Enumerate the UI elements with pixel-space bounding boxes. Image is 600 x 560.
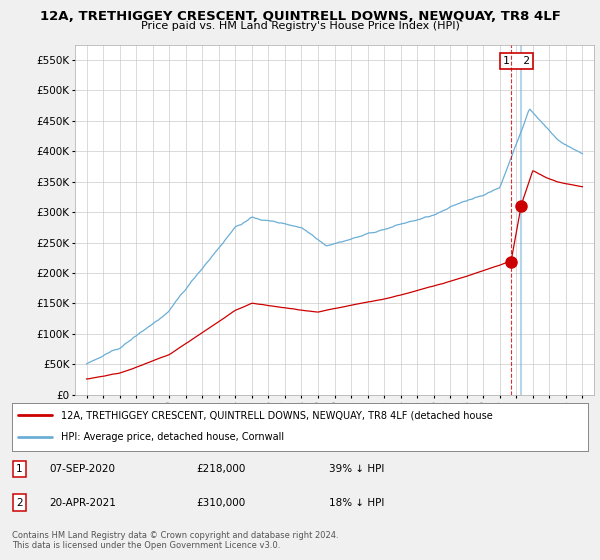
Text: 12A, TRETHIGGEY CRESCENT, QUINTRELL DOWNS, NEWQUAY, TR8 4LF: 12A, TRETHIGGEY CRESCENT, QUINTRELL DOWN… — [40, 10, 560, 22]
Text: 1: 1 — [16, 464, 23, 474]
Text: 07-SEP-2020: 07-SEP-2020 — [49, 464, 115, 474]
Text: 18% ↓ HPI: 18% ↓ HPI — [329, 498, 384, 507]
Text: 20-APR-2021: 20-APR-2021 — [49, 498, 116, 507]
Text: Price paid vs. HM Land Registry's House Price Index (HPI): Price paid vs. HM Land Registry's House … — [140, 21, 460, 31]
Text: 12A, TRETHIGGEY CRESCENT, QUINTRELL DOWNS, NEWQUAY, TR8 4LF (detached house: 12A, TRETHIGGEY CRESCENT, QUINTRELL DOWN… — [61, 410, 493, 420]
Text: £310,000: £310,000 — [196, 498, 245, 507]
Text: Contains HM Land Registry data © Crown copyright and database right 2024.
This d: Contains HM Land Registry data © Crown c… — [12, 531, 338, 550]
Text: 39% ↓ HPI: 39% ↓ HPI — [329, 464, 384, 474]
Text: 2: 2 — [16, 498, 23, 507]
Text: HPI: Average price, detached house, Cornwall: HPI: Average price, detached house, Corn… — [61, 432, 284, 442]
Text: 1  2: 1 2 — [503, 56, 530, 66]
Text: £218,000: £218,000 — [196, 464, 245, 474]
